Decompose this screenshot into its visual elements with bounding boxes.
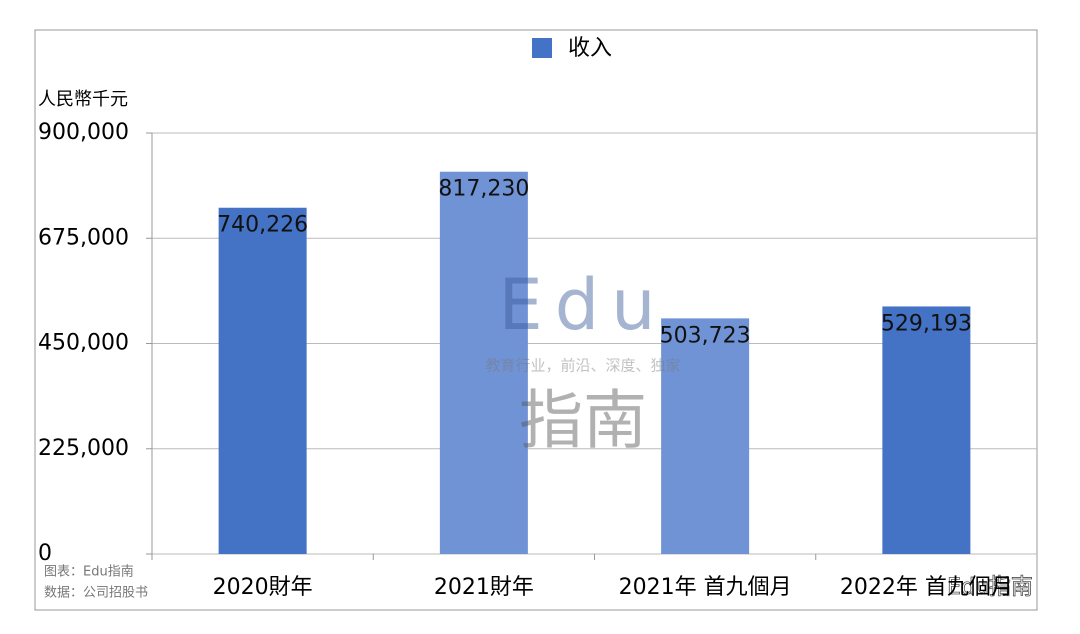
watermark-text: 教育行业，前沿、深度、独家 [485,357,680,375]
x-tick-label: 2020財年 [213,575,313,600]
watermark: Edu 教育行业，前沿、深度、独家 指南 [485,264,680,459]
data-label: 529,193 [881,311,972,336]
y-tick-label: 0 [38,541,52,566]
note: 数据：公司招股书 [44,586,148,601]
bar [882,306,971,554]
data-label: 817,230 [438,177,529,202]
legend-label: 收入 [568,36,612,61]
watermark-text: Edu [498,264,667,346]
watermark-text: 指南 [519,385,647,459]
y-tick-label: 450,000 [38,331,129,356]
data-label: 740,226 [217,213,308,238]
legend-swatch [532,38,552,58]
frame [34,29,1038,611]
x-tick-label: 2021財年 [434,575,534,600]
y-tick-label: 675,000 [38,225,129,250]
y-tick-label: 225,000 [38,436,129,461]
y-axis-label: 人民幣千元 [38,89,128,110]
watermark-text: Edu指南 [947,575,1033,600]
bar [661,318,750,554]
bar [218,207,307,555]
bar [439,171,528,555]
note: 图表：Edu指南 [44,564,134,580]
y-tick-label: 900,000 [38,120,129,145]
data-label: 503,723 [660,323,751,348]
x-tick-label: 2022年 首九個月 [840,575,1013,600]
x-tick-label: 2021年 首九個月 [619,575,792,600]
